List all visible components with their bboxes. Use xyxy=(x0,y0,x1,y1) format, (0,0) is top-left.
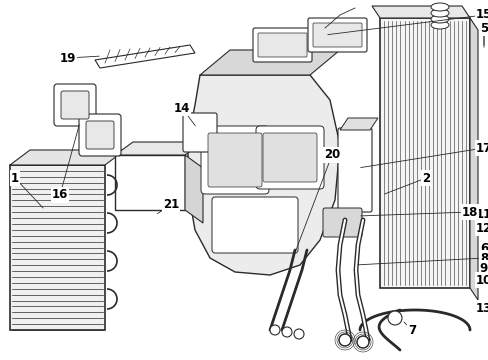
Bar xyxy=(10,165,105,330)
FancyBboxPatch shape xyxy=(207,133,262,187)
Text: 13: 13 xyxy=(475,302,488,315)
Text: 8: 8 xyxy=(479,252,487,265)
Circle shape xyxy=(269,325,280,335)
Text: 15: 15 xyxy=(475,9,488,22)
Text: 7: 7 xyxy=(407,324,415,337)
Text: 2: 2 xyxy=(421,171,429,184)
Circle shape xyxy=(282,327,291,337)
Polygon shape xyxy=(339,118,377,130)
Bar xyxy=(379,18,469,288)
FancyBboxPatch shape xyxy=(212,197,297,253)
Polygon shape xyxy=(184,155,203,223)
FancyBboxPatch shape xyxy=(323,208,361,237)
FancyBboxPatch shape xyxy=(86,121,114,149)
Text: 16: 16 xyxy=(52,189,68,202)
Circle shape xyxy=(387,311,401,325)
FancyBboxPatch shape xyxy=(252,28,311,62)
Text: 4: 4 xyxy=(479,22,487,35)
Text: 17: 17 xyxy=(475,141,488,154)
FancyBboxPatch shape xyxy=(258,33,306,57)
Text: 12: 12 xyxy=(475,221,488,234)
Text: 20: 20 xyxy=(323,148,340,162)
Ellipse shape xyxy=(430,3,448,11)
FancyBboxPatch shape xyxy=(79,114,121,156)
Text: 1: 1 xyxy=(11,171,19,184)
FancyBboxPatch shape xyxy=(61,91,89,119)
Circle shape xyxy=(356,336,368,348)
Text: 21: 21 xyxy=(163,198,179,211)
FancyBboxPatch shape xyxy=(307,18,366,52)
FancyBboxPatch shape xyxy=(337,128,371,212)
FancyBboxPatch shape xyxy=(312,23,361,47)
FancyBboxPatch shape xyxy=(263,133,316,182)
Polygon shape xyxy=(371,6,469,18)
FancyBboxPatch shape xyxy=(256,126,324,189)
Circle shape xyxy=(293,329,304,339)
Bar xyxy=(115,155,184,210)
Text: 9: 9 xyxy=(479,261,487,274)
Ellipse shape xyxy=(430,9,448,17)
Polygon shape xyxy=(469,18,477,300)
Polygon shape xyxy=(115,142,203,155)
Text: 5: 5 xyxy=(479,22,487,35)
Polygon shape xyxy=(187,75,339,275)
Text: 14: 14 xyxy=(173,102,190,114)
FancyBboxPatch shape xyxy=(201,126,268,194)
Text: 3: 3 xyxy=(479,252,487,265)
Polygon shape xyxy=(200,50,339,75)
Polygon shape xyxy=(95,45,195,68)
Text: 10: 10 xyxy=(475,274,488,287)
FancyBboxPatch shape xyxy=(183,113,217,152)
Text: 19: 19 xyxy=(60,51,76,64)
Text: 6: 6 xyxy=(479,242,487,255)
Text: 18: 18 xyxy=(461,206,477,219)
Text: 11: 11 xyxy=(475,208,488,221)
Ellipse shape xyxy=(430,15,448,23)
Polygon shape xyxy=(10,150,125,165)
FancyBboxPatch shape xyxy=(54,84,96,126)
Ellipse shape xyxy=(430,21,448,29)
Circle shape xyxy=(338,334,350,346)
